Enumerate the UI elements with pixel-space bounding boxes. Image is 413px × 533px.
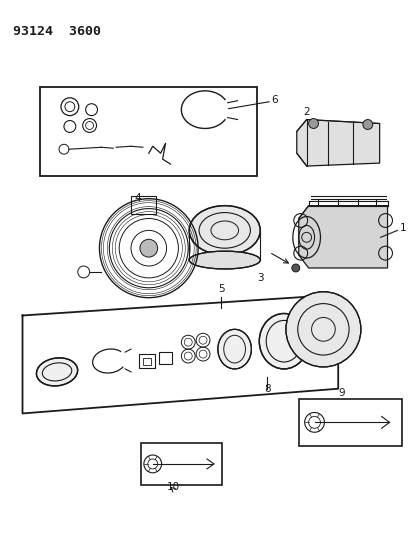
Text: 3: 3 <box>257 273 263 283</box>
Text: 5: 5 <box>217 284 224 294</box>
Text: 8: 8 <box>263 384 270 394</box>
Ellipse shape <box>36 358 78 386</box>
Polygon shape <box>298 206 387 268</box>
Circle shape <box>140 239 157 257</box>
Circle shape <box>291 264 299 272</box>
Ellipse shape <box>217 329 251 369</box>
Text: 1: 1 <box>399 223 405 233</box>
Text: 6: 6 <box>271 95 277 105</box>
Text: 9: 9 <box>337 387 344 398</box>
Bar <box>40 87 257 176</box>
Circle shape <box>362 119 372 130</box>
Circle shape <box>285 292 360 367</box>
Ellipse shape <box>189 206 260 255</box>
Bar <box>140 443 221 484</box>
Text: 10: 10 <box>166 482 180 491</box>
Bar <box>158 352 172 364</box>
Ellipse shape <box>189 251 260 269</box>
Bar <box>139 354 154 368</box>
Polygon shape <box>296 119 379 166</box>
Text: 93124  3600: 93124 3600 <box>13 25 100 37</box>
Circle shape <box>308 118 318 128</box>
Text: 4: 4 <box>134 193 140 203</box>
Ellipse shape <box>259 313 308 369</box>
Bar <box>298 399 401 446</box>
Text: 2: 2 <box>303 107 310 117</box>
Bar <box>131 196 155 214</box>
Bar <box>142 358 150 365</box>
